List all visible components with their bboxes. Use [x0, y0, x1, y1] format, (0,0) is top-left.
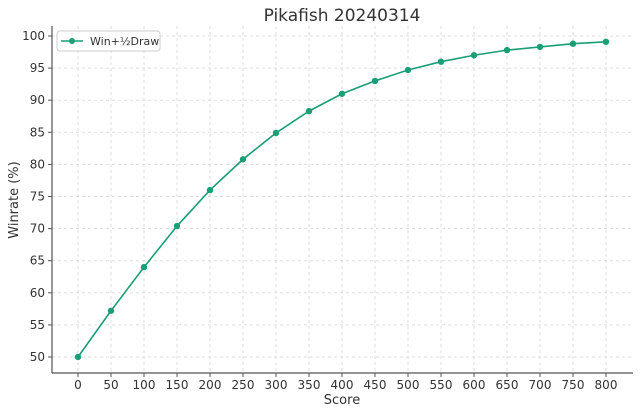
data-point — [338, 90, 346, 97]
data-point — [74, 353, 82, 361]
y-tick-label: 75 — [30, 190, 45, 204]
data-point — [305, 107, 313, 115]
legend-marker — [69, 38, 75, 44]
data-point — [239, 156, 247, 163]
x-tick-label: 0 — [74, 378, 82, 392]
data-point — [371, 77, 379, 85]
data-point — [107, 307, 115, 314]
y-tick-label: 70 — [30, 222, 45, 236]
y-tick-label: 95 — [30, 61, 45, 75]
y-tick-label: 100 — [22, 29, 45, 43]
data-point — [272, 129, 280, 137]
y-tick-label: 90 — [30, 93, 45, 107]
y-tick-label: 80 — [30, 157, 45, 171]
x-tick-label: 750 — [562, 378, 585, 392]
x-tick-label: 100 — [133, 378, 156, 392]
x-axis-label: Score — [324, 393, 360, 408]
x-tick-label: 650 — [496, 378, 519, 392]
x-tick-label: 700 — [529, 378, 552, 392]
y-axis-label: Winrate (%) — [7, 161, 22, 238]
x-tick-label: 550 — [430, 378, 453, 392]
x-tick-label: 500 — [397, 378, 420, 392]
data-point — [437, 58, 445, 65]
data-point — [470, 52, 478, 59]
x-tick-label: 600 — [463, 378, 486, 392]
x-tick-label: 400 — [331, 378, 354, 392]
x-tick-label: 800 — [595, 378, 618, 392]
data-point — [569, 40, 577, 47]
data-point — [503, 46, 511, 54]
data-point — [206, 186, 214, 194]
x-tick-label: 50 — [103, 378, 118, 392]
y-tick-label: 50 — [30, 350, 45, 364]
legend-label: Win+½Draw — [90, 35, 159, 48]
data-point — [140, 263, 148, 271]
x-tick-label: 250 — [232, 378, 255, 392]
x-tick-label: 150 — [166, 378, 189, 392]
data-point — [602, 38, 610, 45]
data-point — [173, 222, 181, 230]
y-tick-label: 60 — [30, 286, 45, 300]
chart-title: Pikafish 20240314 — [264, 6, 421, 26]
data-point — [536, 43, 544, 51]
x-tick-label: 300 — [265, 378, 288, 392]
legend: Win+½Draw — [56, 30, 161, 52]
data-point — [404, 66, 412, 74]
x-tick-label: 450 — [364, 378, 387, 392]
y-tick-label: 55 — [30, 318, 45, 332]
x-tick-label: 350 — [298, 378, 321, 392]
x-tick-label: 200 — [199, 378, 222, 392]
y-tick-label: 85 — [30, 125, 45, 139]
y-tick-label: 65 — [30, 254, 45, 268]
